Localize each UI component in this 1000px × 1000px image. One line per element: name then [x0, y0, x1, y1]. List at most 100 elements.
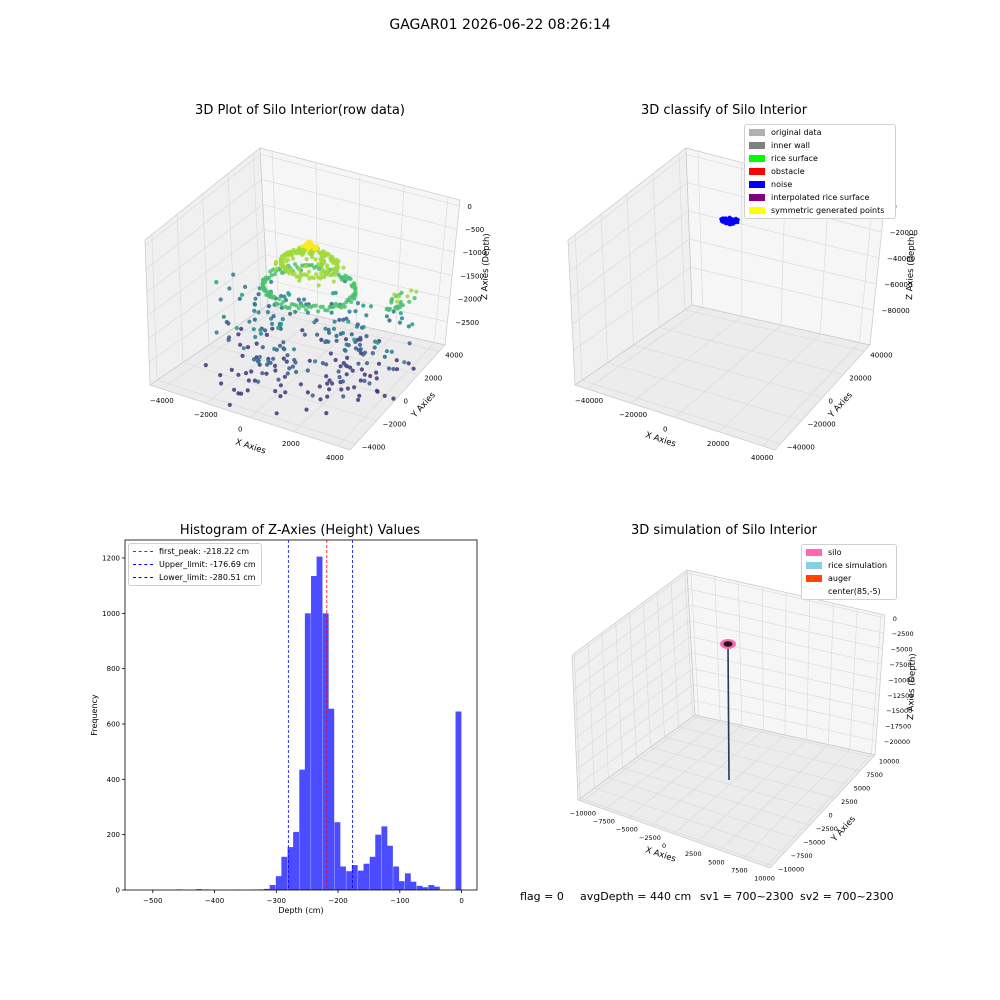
footer-avg-depth: avgDepth = 440 cm: [580, 890, 692, 903]
y-tick-label: 1200: [102, 554, 120, 562]
histogram-bar: [386, 845, 393, 890]
legend-label: symmetric generated points: [771, 206, 885, 215]
raw-data-point: [258, 331, 264, 336]
raw-data-point: [284, 265, 289, 270]
raw-data-point: [283, 390, 288, 395]
raw-data-point: [398, 311, 403, 316]
raw-data-point: [361, 352, 366, 357]
legend-entry: inner wall: [745, 139, 895, 152]
raw-data-point: [398, 302, 403, 307]
raw-data-point: [273, 260, 278, 265]
panel2-zlabel: Z Axies (Depth): [905, 233, 917, 300]
legend-swatch: [749, 155, 765, 162]
histogram-bar: [393, 866, 400, 890]
raw-data-point: [328, 258, 333, 263]
raw-data-point: [358, 378, 363, 383]
raw-data-point: [389, 349, 394, 354]
raw-data-point: [218, 297, 223, 302]
raw-data-point: [402, 360, 407, 365]
raw-data-point: [331, 279, 336, 284]
raw-data-point: [359, 367, 364, 372]
panel4-3d-plot: −10000−7500−5000−2500025005000750010000−…: [570, 569, 918, 883]
raw-data-point: [319, 337, 324, 342]
raw-data-point: [405, 294, 410, 299]
raw-data-point: [245, 388, 250, 393]
raw-data-point: [382, 354, 387, 359]
raw-data-point: [399, 316, 405, 321]
legend-line: [133, 564, 153, 565]
histogram-bar: [404, 873, 411, 890]
raw-data-point: [294, 369, 299, 375]
noise-point: [726, 219, 730, 223]
raw-data-point: [370, 351, 375, 356]
raw-data-point: [391, 309, 396, 314]
x-tick-label: −300: [267, 897, 286, 905]
raw-data-point: [362, 378, 367, 383]
raw-data-point: [411, 366, 416, 371]
histogram-xlabel: Depth (cm): [278, 906, 323, 915]
y-tick-label: −2500: [816, 825, 838, 833]
y-tick-label: 2000: [424, 374, 442, 382]
z-tick-label: −15000: [886, 707, 912, 715]
histogram-bar: [334, 822, 341, 890]
legend-swatch: [749, 207, 765, 214]
z-tick-label: −20000: [890, 229, 918, 237]
y-tick-label: 0: [829, 398, 833, 406]
histogram-bar: [410, 881, 417, 890]
legend-label: interpolated rice surface: [771, 193, 870, 202]
figure-suptitle: GAGAR01 2026-06-22 08:26:14: [389, 17, 611, 33]
raw-data-point: [334, 333, 339, 338]
legend-entry: interpolated rice surface: [745, 191, 895, 204]
raw-data-point: [285, 353, 290, 358]
raw-data-point: [304, 257, 309, 262]
raw-data-point: [272, 346, 277, 351]
raw-data-point: [252, 378, 257, 383]
raw-data-point: [364, 334, 369, 339]
raw-data-point: [269, 316, 274, 321]
raw-data-point: [356, 361, 361, 366]
raw-data-point: [288, 267, 293, 272]
raw-data-point: [281, 340, 286, 345]
raw-data-point: [305, 368, 310, 373]
raw-data-point: [243, 284, 248, 289]
z-tick-label: −2000: [458, 296, 482, 304]
histogram-bar: [281, 856, 288, 890]
raw-data-point: [372, 345, 377, 350]
z-tick-label: −80000: [882, 307, 910, 315]
raw-data-point: [282, 374, 287, 379]
raw-data-point: [389, 300, 394, 305]
raw-data-point: [246, 378, 251, 383]
raw-data-point: [364, 361, 370, 366]
raw-data-point: [329, 310, 334, 315]
raw-data-point: [231, 272, 236, 277]
raw-data-point: [234, 326, 239, 331]
footer-sv2: sv2 = 700~2300: [800, 890, 894, 903]
raw-data-point: [251, 327, 256, 332]
histogram-bar: [455, 711, 462, 890]
legend-entry: Upper_limit: -176.69 cm: [129, 558, 261, 571]
raw-data-point: [316, 262, 321, 267]
panel1-title: 3D Plot of Silo Interior(row data): [195, 103, 405, 118]
raw-data-point: [279, 260, 284, 265]
noise-point: [728, 216, 732, 220]
histogram-bar: [351, 865, 358, 890]
raw-data-point: [257, 362, 262, 367]
raw-data-point: [344, 372, 349, 377]
histogram-bar: [398, 881, 405, 890]
raw-data-point: [309, 251, 314, 256]
panel1-3d-plot: −4000 −2000 0 2000 4000 −4000 −2000 0 2000 4000 0 −…: [144, 147, 492, 462]
raw-data-point: [260, 371, 265, 376]
raw-data-point: [353, 285, 358, 290]
raw-data-point: [292, 357, 297, 363]
raw-data-point: [281, 299, 286, 304]
raw-data-point: [286, 291, 291, 296]
raw-data-point: [281, 356, 286, 361]
raw-data-point: [323, 326, 328, 331]
raw-data-point: [289, 302, 294, 307]
raw-data-point: [317, 384, 322, 389]
raw-data-point: [269, 321, 275, 326]
raw-data-point: [334, 338, 339, 343]
panel4-title: 3D simulation of Silo Interior: [631, 523, 817, 538]
y-tick-label: 40000: [870, 351, 892, 359]
raw-data-point: [256, 379, 261, 384]
